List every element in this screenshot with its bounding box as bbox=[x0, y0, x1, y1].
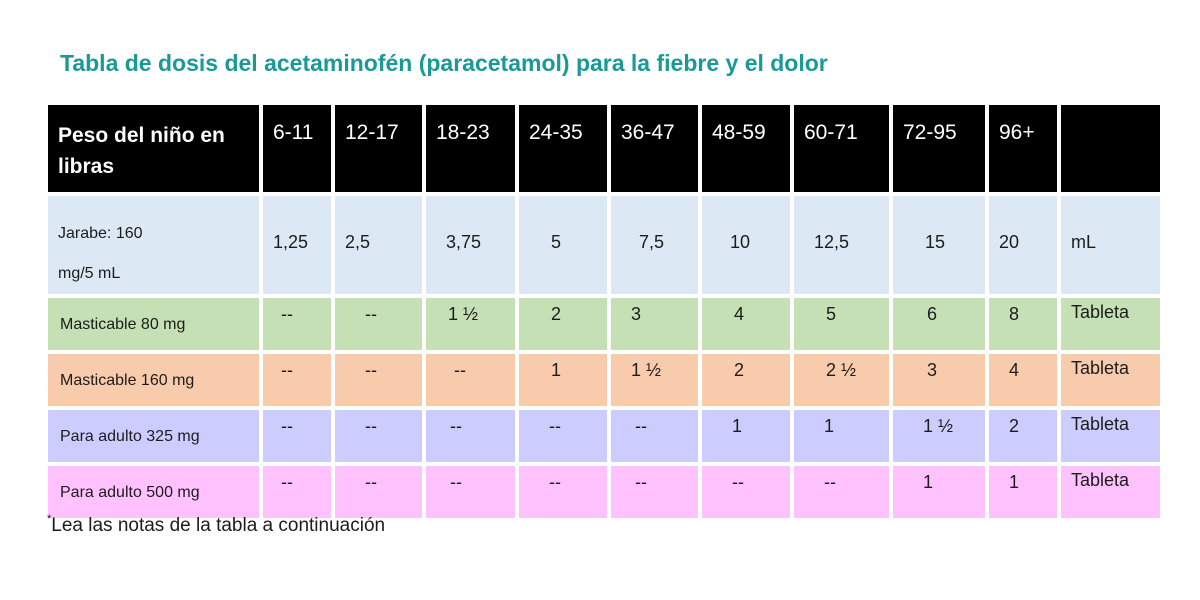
dose-cell: -- bbox=[335, 354, 422, 406]
dose-cell: -- bbox=[263, 354, 331, 406]
header-weight-range: 12-17 bbox=[335, 105, 422, 192]
dose-cell: -- bbox=[794, 466, 889, 518]
dose-cell: 2 ½ bbox=[794, 354, 889, 406]
dose-cell: 15 bbox=[893, 196, 985, 294]
dose-cell: 1 ½ bbox=[611, 354, 698, 406]
table-row-adult-500: Para adulto 500 mg -- -- -- -- -- -- -- … bbox=[48, 466, 1160, 518]
dose-cell: 3,75 bbox=[426, 196, 515, 294]
unit-cell: Tableta bbox=[1061, 466, 1160, 518]
dose-cell: 10 bbox=[702, 196, 790, 294]
dose-cell: 4 bbox=[989, 354, 1057, 406]
dose-cell: -- bbox=[519, 410, 607, 462]
dose-cell: 5 bbox=[519, 196, 607, 294]
unit-cell: Tableta bbox=[1061, 410, 1160, 462]
unit-cell: Tableta bbox=[1061, 298, 1160, 350]
dose-cell: -- bbox=[335, 466, 422, 518]
header-weight-range: 6-11 bbox=[263, 105, 331, 192]
dose-cell: -- bbox=[611, 410, 698, 462]
row-label: Jarabe: 160 mg/5 mL bbox=[48, 196, 259, 294]
unit-cell: Tableta bbox=[1061, 354, 1160, 406]
header-weight-label: Peso del niño en libras bbox=[48, 105, 259, 192]
row-label: Para adulto 325 mg bbox=[48, 410, 259, 462]
header-weight-range: 36-47 bbox=[611, 105, 698, 192]
dose-cell: 2 bbox=[519, 298, 607, 350]
unit-cell: mL bbox=[1061, 196, 1160, 294]
row-label-line1: Jarabe: 160 bbox=[58, 225, 143, 242]
dose-cell: 1 bbox=[794, 410, 889, 462]
dose-cell: -- bbox=[611, 466, 698, 518]
dose-cell: -- bbox=[702, 466, 790, 518]
dose-cell: 7,5 bbox=[611, 196, 698, 294]
dose-cell: 4 bbox=[702, 298, 790, 350]
row-label: Masticable 80 mg bbox=[48, 298, 259, 350]
header-weight-range: 48-59 bbox=[702, 105, 790, 192]
dose-cell: 1 bbox=[519, 354, 607, 406]
dose-cell: 1 bbox=[702, 410, 790, 462]
dose-cell: 1 ½ bbox=[893, 410, 985, 462]
dose-cell: -- bbox=[519, 466, 607, 518]
header-weight-range: 96+ bbox=[989, 105, 1057, 192]
row-label: Para adulto 500 mg bbox=[48, 466, 259, 518]
dose-cell: 2 bbox=[702, 354, 790, 406]
page-title: Tabla de dosis del acetaminofén (paracet… bbox=[60, 50, 828, 76]
table-row-adult-325: Para adulto 325 mg -- -- -- -- -- 1 1 1 … bbox=[48, 410, 1160, 462]
dose-cell: 5 bbox=[794, 298, 889, 350]
dose-cell: 6 bbox=[893, 298, 985, 350]
dose-cell: -- bbox=[426, 354, 515, 406]
dose-cell: -- bbox=[263, 298, 331, 350]
dose-cell: 3 bbox=[611, 298, 698, 350]
header-weight-range: 24-35 bbox=[519, 105, 607, 192]
dose-cell: -- bbox=[263, 466, 331, 518]
table-row-chewable-80: Masticable 80 mg -- -- 1 ½ 2 3 4 5 6 8 T… bbox=[48, 298, 1160, 350]
footnote: *Lea las notas de la tabla a continuació… bbox=[47, 513, 386, 537]
dose-cell: -- bbox=[426, 466, 515, 518]
dose-cell: 20 bbox=[989, 196, 1057, 294]
dose-cell: 2,5 bbox=[335, 196, 422, 294]
header-unit bbox=[1061, 105, 1160, 192]
table-row-chewable-160: Masticable 160 mg -- -- -- 1 1 ½ 2 2 ½ 3… bbox=[48, 354, 1160, 406]
dose-cell: 1 ½ bbox=[426, 298, 515, 350]
row-label: Masticable 160 mg bbox=[48, 354, 259, 406]
footnote-marker: * bbox=[47, 513, 52, 525]
dose-cell: -- bbox=[426, 410, 515, 462]
dosage-table: Peso del niño en libras 6-11 12-17 18-23… bbox=[44, 101, 1164, 522]
header-weight-range: 72-95 bbox=[893, 105, 985, 192]
dose-cell: -- bbox=[335, 410, 422, 462]
footnote-text: Lea las notas de la tabla a continuación bbox=[51, 515, 386, 536]
dose-cell: -- bbox=[335, 298, 422, 350]
table-header-row: Peso del niño en libras 6-11 12-17 18-23… bbox=[48, 105, 1160, 192]
dose-cell: 8 bbox=[989, 298, 1057, 350]
row-label-line2: mg/5 mL bbox=[58, 265, 121, 282]
header-weight-range: 18-23 bbox=[426, 105, 515, 192]
dose-cell: 12,5 bbox=[794, 196, 889, 294]
dose-cell: -- bbox=[263, 410, 331, 462]
header-weight-range: 60-71 bbox=[794, 105, 889, 192]
dose-cell: 1 bbox=[893, 466, 985, 518]
dose-cell: 3 bbox=[893, 354, 985, 406]
dose-cell: 1 bbox=[989, 466, 1057, 518]
table-row-syrup: Jarabe: 160 mg/5 mL 1,25 2,5 3,75 5 7,5 1… bbox=[48, 196, 1160, 294]
dose-cell: 2 bbox=[989, 410, 1057, 462]
dose-cell: 1,25 bbox=[263, 196, 331, 294]
